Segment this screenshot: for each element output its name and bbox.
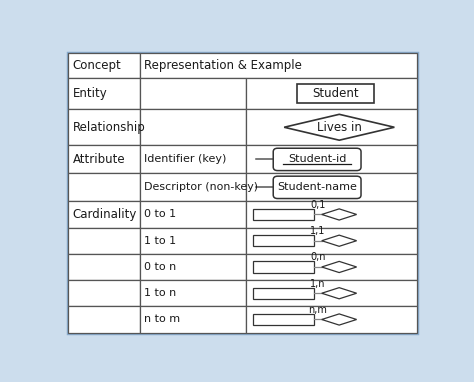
Bar xyxy=(253,314,314,325)
Bar xyxy=(140,53,418,78)
Bar xyxy=(140,109,246,146)
Bar xyxy=(68,173,140,201)
Bar xyxy=(246,146,418,173)
Text: Concept: Concept xyxy=(73,59,122,72)
Bar xyxy=(140,280,246,306)
Text: Entity: Entity xyxy=(73,87,108,100)
Bar xyxy=(68,109,140,146)
Bar xyxy=(68,53,140,78)
Text: Cardinality: Cardinality xyxy=(73,208,137,221)
Bar xyxy=(246,306,418,333)
Text: Relationship: Relationship xyxy=(73,121,146,134)
Bar xyxy=(253,261,314,273)
Text: 1 to n: 1 to n xyxy=(145,288,177,298)
Bar xyxy=(140,78,246,109)
Bar xyxy=(68,306,140,333)
Bar xyxy=(68,78,140,109)
Bar xyxy=(140,228,246,254)
Polygon shape xyxy=(322,288,356,299)
Bar xyxy=(140,201,246,228)
Bar xyxy=(246,78,418,109)
Text: n to m: n to m xyxy=(145,314,181,324)
Bar xyxy=(246,201,418,228)
Text: 1,1: 1,1 xyxy=(310,226,325,236)
Bar xyxy=(68,280,140,306)
Bar xyxy=(253,288,314,299)
Bar xyxy=(140,146,246,173)
Bar xyxy=(246,109,418,146)
Bar xyxy=(68,201,140,228)
Text: Lives in: Lives in xyxy=(317,121,362,134)
Bar xyxy=(246,228,418,254)
Text: Descriptor (non-key): Descriptor (non-key) xyxy=(145,182,258,193)
Bar xyxy=(297,84,374,103)
Bar xyxy=(253,235,314,246)
Text: 0,n: 0,n xyxy=(310,252,326,262)
Bar xyxy=(246,280,418,306)
Text: 1 to 1: 1 to 1 xyxy=(145,236,176,246)
Text: 0 to 1: 0 to 1 xyxy=(145,209,176,219)
Text: Student-name: Student-name xyxy=(277,182,357,193)
Text: n,m: n,m xyxy=(308,305,327,315)
Text: Attribute: Attribute xyxy=(73,153,126,166)
Bar xyxy=(246,254,418,280)
Bar xyxy=(140,306,246,333)
Bar xyxy=(246,173,418,201)
Bar xyxy=(68,228,140,254)
Polygon shape xyxy=(284,114,394,140)
Polygon shape xyxy=(322,261,356,273)
Text: 0,1: 0,1 xyxy=(310,200,325,210)
Polygon shape xyxy=(322,235,356,246)
Bar xyxy=(253,209,314,220)
FancyBboxPatch shape xyxy=(273,148,361,171)
Bar xyxy=(68,254,140,280)
Bar xyxy=(140,254,246,280)
Text: Representation & Example: Representation & Example xyxy=(145,59,302,72)
Text: 0 to n: 0 to n xyxy=(145,262,177,272)
Text: 1,n: 1,n xyxy=(310,278,326,288)
Polygon shape xyxy=(322,314,356,325)
Bar xyxy=(68,146,140,173)
Text: Identifier (key): Identifier (key) xyxy=(145,154,227,164)
Text: Student: Student xyxy=(312,87,359,100)
Text: Student-id: Student-id xyxy=(288,154,346,164)
Polygon shape xyxy=(322,209,356,220)
FancyBboxPatch shape xyxy=(273,176,361,199)
Bar xyxy=(140,173,246,201)
